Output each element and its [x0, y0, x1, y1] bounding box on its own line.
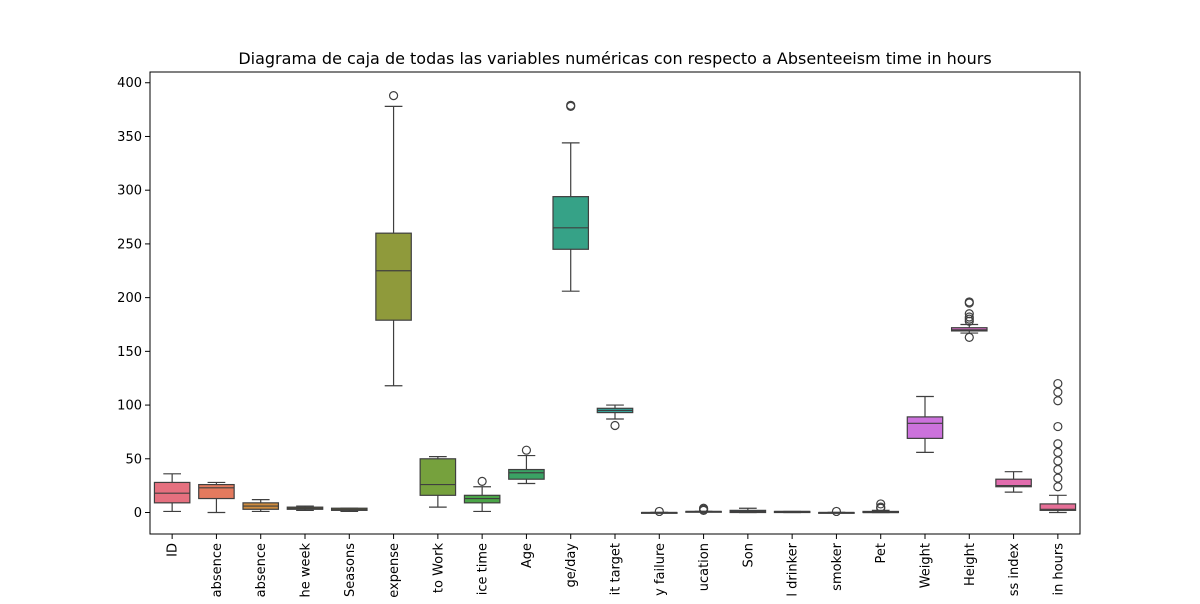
x-tick-label: ge/day	[564, 543, 579, 588]
y-tick-label: 200	[117, 291, 142, 306]
x-tick-label: Height	[963, 543, 978, 586]
outlier-point	[1053, 447, 1063, 457]
x-tick-label: ID	[166, 543, 181, 557]
box-group	[330, 507, 368, 513]
x-axis: ID absence absence he week Seasons expense to …	[166, 534, 1066, 598]
plot-area	[153, 91, 1077, 517]
box-group	[242, 499, 280, 513]
outlier-point	[964, 297, 974, 307]
outlier-point	[964, 312, 974, 322]
outlier-point	[1053, 387, 1063, 397]
box-group	[375, 91, 412, 387]
x-tick-label: Age	[520, 543, 535, 568]
y-tick-label: 250	[117, 237, 142, 252]
x-tick-label: in hours	[1051, 543, 1066, 596]
box-group	[729, 507, 767, 514]
y-axis: 0 50 100 150 200 250 300 350 400	[117, 76, 150, 521]
box-group	[995, 471, 1032, 493]
outlier-point	[566, 100, 576, 110]
box	[1039, 503, 1077, 511]
x-tick-label: ucation	[697, 543, 712, 591]
box-group	[906, 395, 944, 453]
outlier-point	[1053, 421, 1063, 432]
box-group	[198, 481, 235, 514]
box-group	[596, 404, 634, 431]
box-group	[419, 456, 457, 508]
box	[906, 416, 944, 439]
plot-frame	[149, 71, 1081, 535]
x-tick-label: l drinker	[786, 542, 801, 596]
box	[198, 483, 235, 500]
outlier-point	[1053, 396, 1063, 406]
box-group	[773, 510, 811, 514]
box	[552, 196, 590, 250]
box	[508, 468, 545, 480]
box-group	[950, 297, 988, 342]
box	[419, 458, 457, 496]
outlier-point	[831, 506, 842, 517]
y-tick-label: 350	[117, 130, 142, 145]
box-group	[508, 445, 545, 485]
x-tick-label: Pet	[874, 543, 889, 563]
outlier-point	[1053, 439, 1063, 449]
outlier-point	[1053, 482, 1063, 492]
outlier-point	[876, 499, 886, 509]
box-group	[862, 499, 900, 514]
y-tick-label: 150	[117, 345, 142, 360]
y-tick-label: 400	[117, 76, 142, 91]
box-group	[1039, 378, 1077, 514]
y-tick-label: 0	[134, 506, 142, 521]
outlier-point	[477, 476, 487, 486]
outlier-point	[1053, 378, 1063, 389]
x-tick-label: to Work	[431, 543, 446, 594]
x-tick-label: expense	[387, 543, 402, 598]
box-group	[153, 473, 191, 513]
x-tick-label: absence	[254, 543, 269, 597]
chart-title: Diagrama de caja de todas las variables …	[238, 49, 991, 68]
x-tick-label: y failure	[653, 543, 668, 596]
outlier-point	[1053, 456, 1063, 466]
box-group	[640, 506, 678, 517]
box-group	[552, 100, 590, 292]
box	[375, 232, 412, 321]
x-tick-label: ss index	[1007, 543, 1022, 597]
y-tick-label: 50	[125, 452, 142, 467]
outlier-point	[610, 420, 620, 431]
outlier-point	[388, 91, 399, 101]
x-tick-label: Son	[741, 543, 756, 567]
box-group	[463, 476, 501, 513]
y-tick-label: 100	[117, 399, 142, 414]
outlier-point	[698, 503, 709, 513]
box-group	[818, 506, 855, 517]
x-tick-label: Weight	[919, 543, 934, 588]
x-tick-label: it target	[609, 543, 624, 595]
x-tick-label: Seasons	[343, 543, 358, 597]
outlier-point	[964, 332, 974, 342]
outlier-point	[1053, 464, 1063, 475]
outlier-point	[876, 502, 886, 512]
box	[995, 478, 1032, 488]
box-group	[286, 505, 324, 511]
outlier-point	[521, 445, 532, 455]
x-tick-label: ice time	[476, 543, 491, 595]
y-tick-label: 300	[117, 184, 142, 199]
x-tick-label: absence	[210, 543, 225, 597]
x-tick-label: smoker	[830, 542, 845, 590]
outlier-point	[964, 309, 974, 319]
box-group	[685, 503, 722, 515]
outlier-point	[1053, 473, 1063, 483]
x-tick-label: he week	[299, 543, 314, 598]
outlier-point	[654, 506, 664, 517]
